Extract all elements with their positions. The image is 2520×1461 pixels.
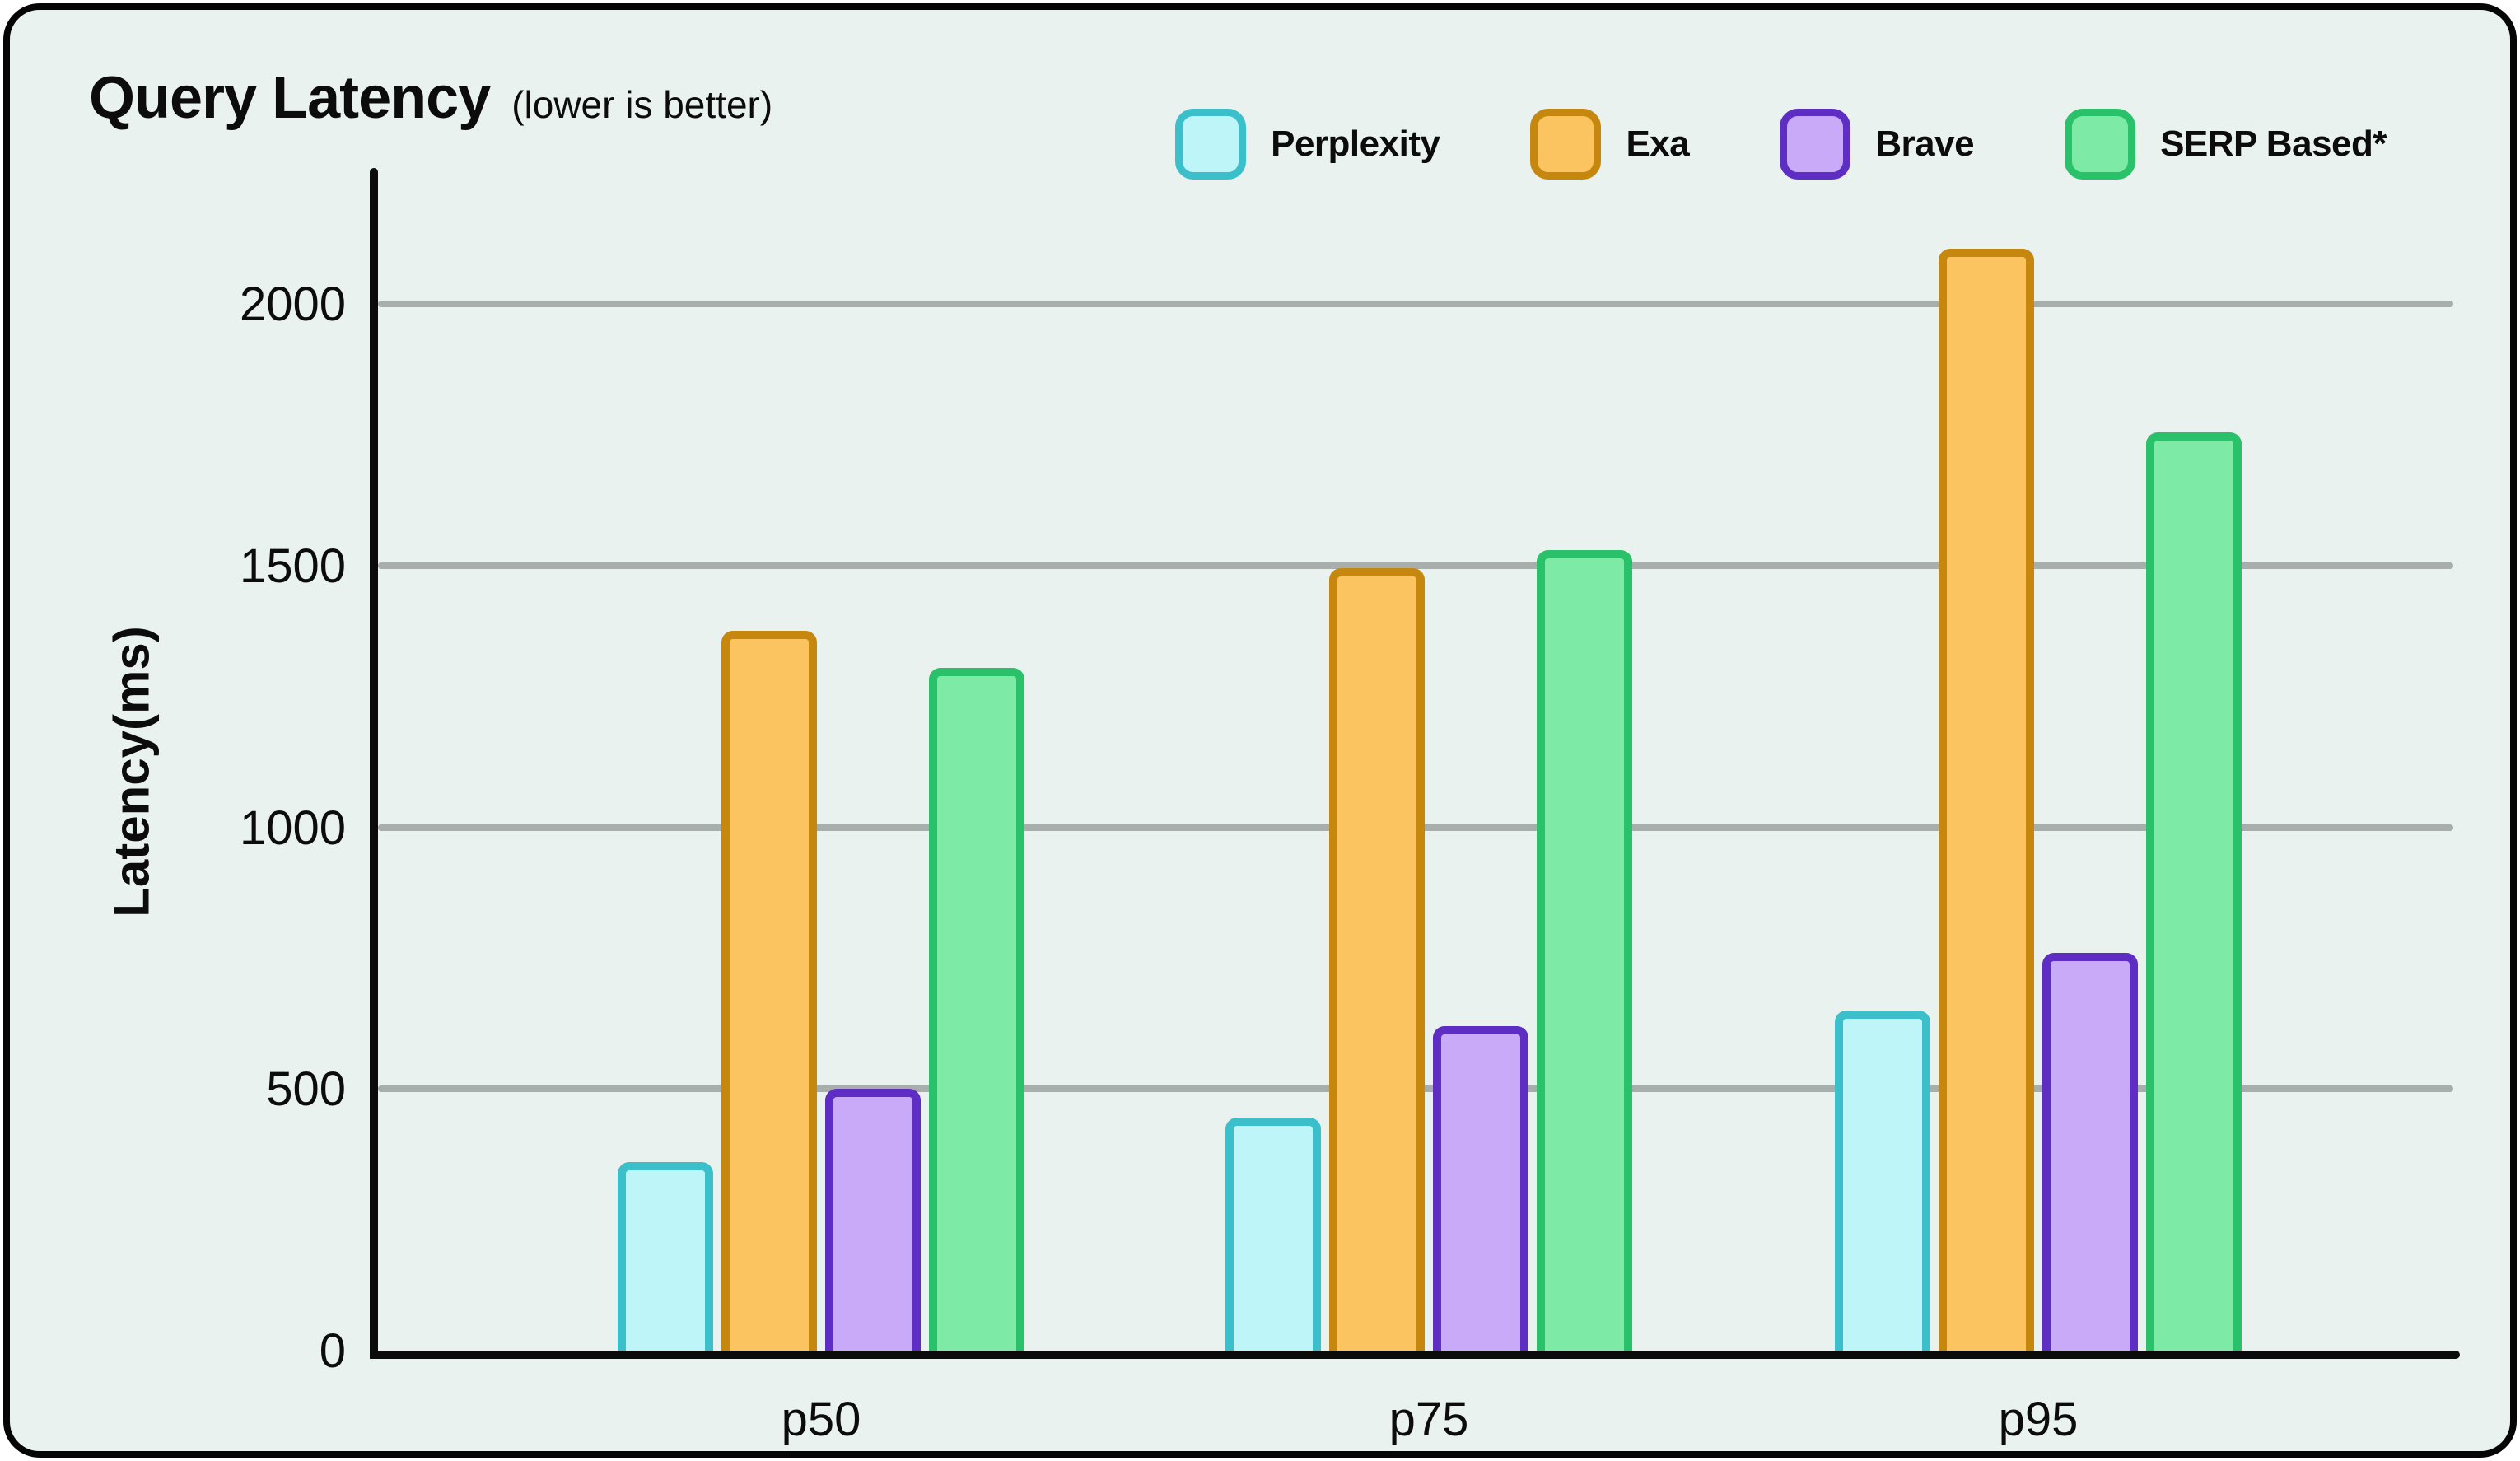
chart-title: Query Latency bbox=[89, 65, 491, 131]
bar-perplexity-p50 bbox=[618, 1162, 713, 1351]
bar-perplexity-p75 bbox=[1225, 1118, 1321, 1351]
y-tick-label-1500: 1500 bbox=[239, 539, 346, 593]
y-axis-title: Latency(ms) bbox=[104, 626, 160, 917]
bar-group-p50 bbox=[618, 168, 1024, 1351]
legend-swatch-icon bbox=[1780, 109, 1851, 180]
bar-perplexity-p95 bbox=[1835, 1011, 1930, 1351]
x-tick-label-p50: p50 bbox=[781, 1393, 861, 1446]
y-axis-line bbox=[370, 168, 378, 1359]
legend-label: SERP Based* bbox=[2160, 124, 2387, 164]
bar-exa-p50 bbox=[721, 631, 817, 1351]
x-axis-line bbox=[370, 1351, 2460, 1359]
y-tick-label-0: 0 bbox=[319, 1324, 346, 1378]
bar-serp-based-p50 bbox=[929, 668, 1024, 1351]
chart-panel: Query Latency (lower is better) Perplexi… bbox=[3, 3, 2517, 1458]
legend-label: Exa bbox=[1626, 124, 1690, 164]
legend-swatch-icon bbox=[1175, 109, 1247, 180]
legend-item-perplexity: Perplexity bbox=[1175, 109, 1440, 180]
bar-brave-p50 bbox=[825, 1089, 921, 1351]
legend-swatch-icon bbox=[2065, 109, 2136, 180]
bar-brave-p75 bbox=[1433, 1026, 1528, 1351]
chart-subtitle: (lower is better) bbox=[511, 83, 773, 126]
legend-item-serp-based: SERP Based* bbox=[2065, 109, 2387, 180]
bar-serp-based-p75 bbox=[1537, 550, 1632, 1351]
bar-brave-p95 bbox=[2042, 953, 2138, 1351]
x-tick-label-p75: p75 bbox=[1388, 1393, 1469, 1446]
legend-label: Brave bbox=[1875, 124, 1975, 164]
y-tick-label-2000: 2000 bbox=[239, 278, 346, 332]
plot-area bbox=[378, 168, 2460, 1351]
bar-exa-p75 bbox=[1329, 568, 1425, 1351]
bar-group-p95 bbox=[1835, 168, 2242, 1351]
bar-serp-based-p95 bbox=[2146, 432, 2242, 1351]
legend-item-brave: Brave bbox=[1780, 109, 1975, 180]
x-tick-label-p95: p95 bbox=[1998, 1393, 2079, 1446]
bar-exa-p95 bbox=[1939, 249, 2034, 1351]
bar-group-p75 bbox=[1225, 168, 1632, 1351]
title-row: Query Latency (lower is better) bbox=[89, 64, 772, 132]
y-tick-label-1000: 1000 bbox=[239, 801, 346, 855]
legend-swatch-icon bbox=[1530, 109, 1602, 180]
gridline-1500 bbox=[378, 562, 2453, 569]
legend-item-exa: Exa bbox=[1530, 109, 1690, 180]
y-tick-label-500: 500 bbox=[266, 1062, 346, 1117]
gridline-2000 bbox=[378, 301, 2453, 308]
legend: Perplexity Exa Brave SERP Based* bbox=[1175, 107, 2387, 181]
legend-label: Perplexity bbox=[1271, 124, 1440, 164]
